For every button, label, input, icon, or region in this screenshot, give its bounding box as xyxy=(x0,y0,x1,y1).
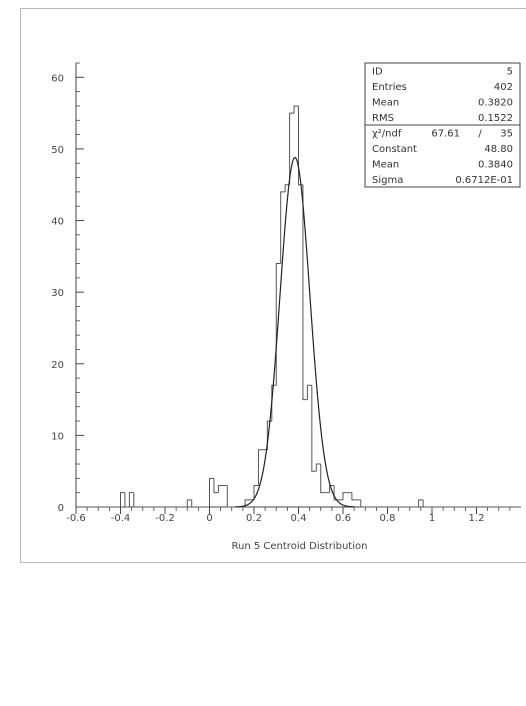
fit-value: 0.3840 xyxy=(478,160,513,171)
fit-label: χ²/ndf xyxy=(372,129,402,140)
stats-box-frame xyxy=(364,62,521,126)
y-tick-label: 60 xyxy=(51,73,64,84)
fit-label: Constant xyxy=(372,144,417,155)
stat-label: RMS xyxy=(372,113,394,124)
x-tick-label: 0.8 xyxy=(380,513,396,524)
histogram-bin xyxy=(293,105,299,114)
histogram-bin xyxy=(217,485,223,493)
x-tick-label: 0.4 xyxy=(291,513,307,524)
fit-value: 35 xyxy=(500,129,513,140)
histogram-bin xyxy=(418,499,424,507)
histogram-bin xyxy=(226,485,232,508)
histogram-bin xyxy=(271,384,277,422)
x-axis-label: Run 5 Centroid Distribution xyxy=(232,541,368,552)
histogram-bin xyxy=(186,499,192,507)
histogram-bin xyxy=(128,492,134,507)
fit-label: Sigma xyxy=(372,175,403,186)
histogram-bin xyxy=(124,492,130,508)
histogram-bin xyxy=(311,385,317,472)
fit-box-frame xyxy=(364,124,521,188)
fit-label: Mean xyxy=(372,160,399,171)
histogram-bin xyxy=(284,184,290,192)
x-tick-label: 0.2 xyxy=(246,513,262,524)
fit-value: 48.80 xyxy=(484,144,513,155)
x-tick-label: 0.6 xyxy=(335,513,351,524)
stat-label: Entries xyxy=(372,82,407,93)
gaussian-fit xyxy=(235,156,355,508)
x-tick-label: 0 xyxy=(206,513,212,524)
y-tick-label: 40 xyxy=(51,217,64,228)
histogram-bin xyxy=(209,477,214,507)
x-tick-label: 1 xyxy=(429,513,435,524)
y-tick-label: 50 xyxy=(51,145,64,156)
fit-curve xyxy=(235,156,355,508)
histogram-bin xyxy=(302,184,308,401)
histogram-bin xyxy=(120,492,125,507)
histogram-bin xyxy=(306,384,312,400)
histogram-bin xyxy=(342,492,348,500)
stat-value: 0.1522 xyxy=(478,113,513,124)
y-tick-label: 30 xyxy=(51,288,64,299)
fit-separator: / xyxy=(478,129,482,140)
y-tick-label: 10 xyxy=(51,431,64,442)
histogram-bin xyxy=(360,499,366,508)
histogram-bin xyxy=(280,191,286,264)
plot-frame xyxy=(20,8,526,563)
histogram-bin xyxy=(351,492,357,501)
histogram-bin xyxy=(315,463,321,472)
y-tick-label: 0 xyxy=(58,503,64,514)
fit-value: 0.6712E-01 xyxy=(455,175,513,186)
histogram-bin xyxy=(257,449,263,486)
stat-label: Mean xyxy=(372,98,399,109)
stats-box: ID 5 Entries 402 Mean 0.3820 RMS 0.1522 χ²/ndf 67… xyxy=(364,62,521,188)
histogram-bin xyxy=(244,499,250,507)
histogram-bin xyxy=(289,112,295,185)
stat-value: 0.3820 xyxy=(478,98,513,109)
y-tick-label: 20 xyxy=(51,360,64,371)
stat-value: 402 xyxy=(494,82,513,93)
histogram-bin xyxy=(133,492,139,508)
histogram-bin xyxy=(253,485,259,500)
histogram-bin xyxy=(320,464,326,494)
x-tick-label: -0.2 xyxy=(155,513,175,524)
histogram-bin xyxy=(422,499,428,508)
x-tick-label: -0.6 xyxy=(66,513,86,524)
x-tick-label: -0.4 xyxy=(111,513,131,524)
stat-value: 5 xyxy=(507,67,513,78)
x-tick-label: 1.2 xyxy=(469,513,485,524)
fit-value: 67.61 xyxy=(431,129,460,140)
stat-label: ID xyxy=(372,67,383,78)
histogram-bin xyxy=(213,478,219,494)
histogram-bin xyxy=(191,499,197,508)
